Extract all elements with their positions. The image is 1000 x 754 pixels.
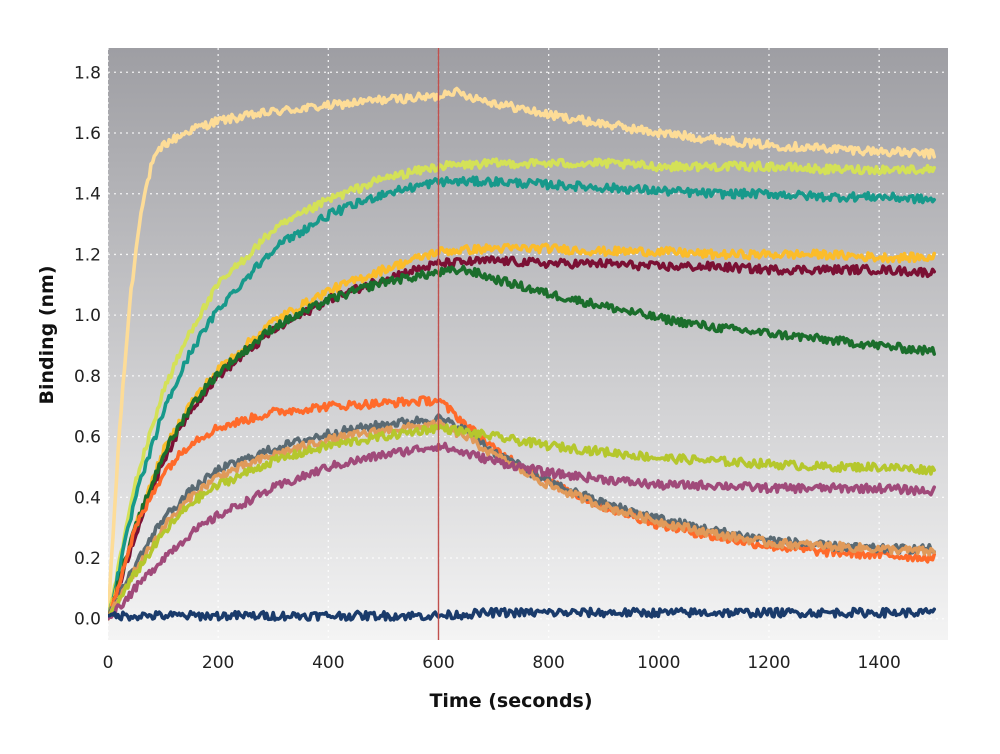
- series-line: [108, 86, 936, 621]
- y-tick-label: 1.2: [74, 245, 101, 265]
- x-tick-label: 200: [202, 653, 234, 673]
- y-tick-label: 1.0: [74, 306, 101, 326]
- series-line: [108, 264, 936, 621]
- series-line: [108, 441, 936, 621]
- series-line: [108, 175, 936, 621]
- y-tick-label: 1.6: [74, 124, 101, 144]
- y-tick-label: 0.4: [74, 488, 101, 508]
- x-axis-title: Time (seconds): [429, 690, 592, 712]
- x-tick-label: 800: [532, 653, 564, 673]
- x-tick-label: 0: [103, 653, 114, 673]
- series-line: [108, 419, 936, 621]
- y-tick-label: 0.6: [74, 428, 101, 448]
- y-axis-title: Binding (nm): [36, 265, 58, 404]
- y-axis-ticks: 0.0 0.2 0.4 0.6 0.8 1.0 1.2 1.4 1.6 1.8: [74, 63, 101, 629]
- x-tick-label: 1200: [747, 653, 790, 673]
- series-group: [108, 86, 936, 622]
- x-tick-label: 1400: [858, 653, 901, 673]
- x-tick-label: 400: [312, 653, 344, 673]
- y-tick-label: 1.8: [74, 63, 101, 83]
- series-line: [108, 606, 936, 622]
- y-tick-label: 0.8: [74, 367, 101, 387]
- y-tick-label: 0.0: [74, 610, 101, 630]
- x-axis-ticks: 0 200 400 600 800 1000 1200 1400: [103, 653, 901, 673]
- x-tick-label: 1000: [637, 653, 680, 673]
- series-line: [108, 423, 936, 621]
- y-tick-label: 1.4: [74, 185, 101, 205]
- y-tick-label: 0.2: [74, 549, 101, 569]
- x-tick-label: 600: [422, 653, 454, 673]
- series-line: [108, 157, 936, 621]
